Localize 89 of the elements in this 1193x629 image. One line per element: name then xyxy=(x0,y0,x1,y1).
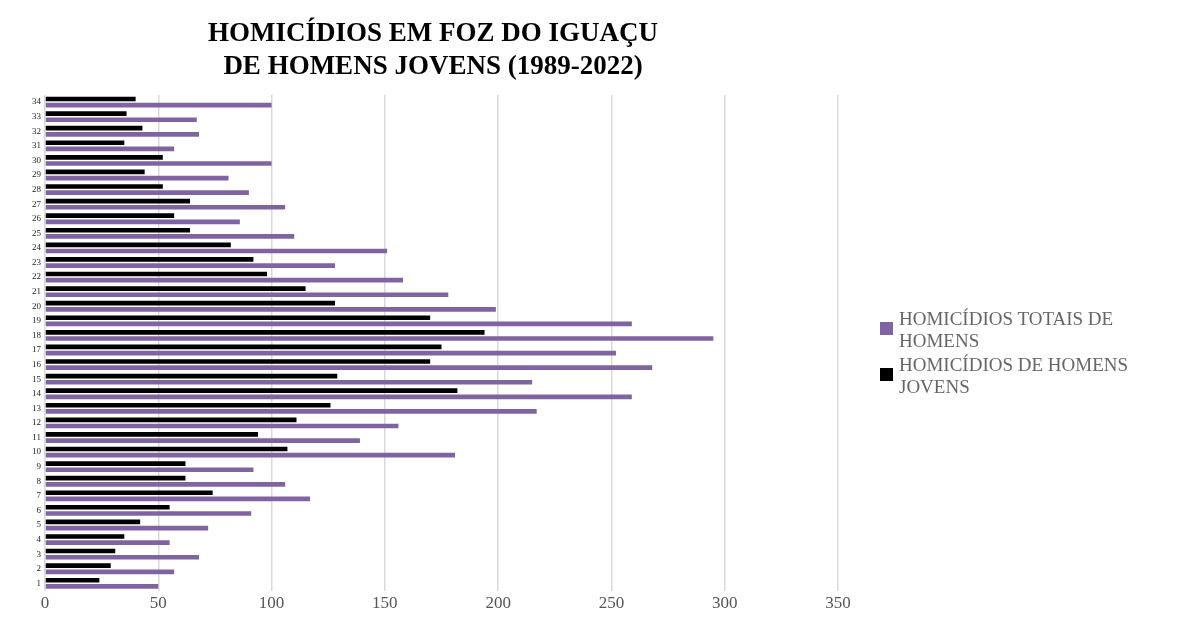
y-tick-label: 34 xyxy=(32,96,42,107)
y-tick-label: 19 xyxy=(32,315,42,326)
y-tick-label: 1 xyxy=(36,577,41,588)
bar xyxy=(45,277,403,283)
bar xyxy=(45,534,125,539)
y-tick-label: 10 xyxy=(32,446,42,457)
x-tick-label: 150 xyxy=(372,593,398,613)
bar xyxy=(45,577,100,583)
bar xyxy=(45,292,449,298)
y-tick-label: 32 xyxy=(32,125,41,136)
bar xyxy=(45,504,170,510)
bar xyxy=(45,234,295,239)
bar xyxy=(45,204,286,210)
bar xyxy=(45,161,272,166)
y-tick-label: 8 xyxy=(36,475,42,486)
bar xyxy=(45,388,458,393)
bar xyxy=(45,511,252,516)
bar xyxy=(45,467,254,473)
bar xyxy=(45,227,191,233)
chart-title: HOMICÍDIOS EM FOZ DO IGUAÇU DE HOMENS JOVENS (1989-2022) xyxy=(207,17,659,80)
y-tick-label: 22 xyxy=(32,271,41,282)
y-tick-label: 29 xyxy=(32,169,42,180)
bar xyxy=(45,286,306,291)
y-tick-label: 4 xyxy=(36,533,42,544)
y-tick-label: 17 xyxy=(32,344,42,355)
x-tick-label: 0 xyxy=(40,593,50,613)
bar xyxy=(45,117,197,123)
bar xyxy=(45,432,258,437)
y-tick-label: 15 xyxy=(32,373,42,384)
y-tick-label: 27 xyxy=(32,198,42,209)
y-tick-label: 3 xyxy=(36,548,42,559)
bar xyxy=(45,315,431,321)
y-tick-label: 23 xyxy=(32,256,42,267)
y-tick-label: 2 xyxy=(36,563,41,574)
bar xyxy=(45,482,286,487)
y-tick-label: 12 xyxy=(32,417,41,428)
bar xyxy=(45,402,331,408)
y-tick-label: 25 xyxy=(32,227,42,238)
bar xyxy=(45,111,127,116)
y-tick-label: 5 xyxy=(36,519,42,530)
y-tick-label: 18 xyxy=(32,329,42,340)
y-tick-label: 11 xyxy=(32,431,41,442)
bar xyxy=(45,554,200,560)
y-tick-label: 9 xyxy=(36,461,42,472)
y-tick-label: 26 xyxy=(32,213,42,224)
y-tick-label: 13 xyxy=(32,402,42,413)
y-tick-label: 30 xyxy=(32,154,42,165)
bar xyxy=(45,563,111,568)
y-tick-label: 28 xyxy=(32,183,42,194)
bar xyxy=(45,490,213,496)
y-tick-label: 14 xyxy=(32,388,42,399)
bar xyxy=(45,257,254,262)
bar xyxy=(45,263,336,268)
bar xyxy=(45,438,360,443)
bar xyxy=(45,379,533,385)
y-tick-label: 7 xyxy=(36,490,42,501)
y-tick-label: 33 xyxy=(32,111,42,122)
y-tick-label: 20 xyxy=(32,300,42,311)
bar xyxy=(45,417,297,423)
bar xyxy=(45,155,163,160)
y-tick-label: 21 xyxy=(32,286,41,297)
bar xyxy=(45,329,485,335)
x-tick-label: 200 xyxy=(485,593,511,613)
bar xyxy=(45,584,159,589)
bar xyxy=(45,190,249,196)
legend-label: HOMICÍDIOS TOTAIS DE HOMENS xyxy=(899,308,1115,352)
x-tick-label: 100 xyxy=(258,593,285,613)
y-tick-label: 6 xyxy=(36,504,42,515)
bar xyxy=(45,242,231,248)
bar xyxy=(45,184,163,189)
legend-label: HOMICÍDIOS DE HOMENS JOVENS xyxy=(899,354,1130,398)
bar xyxy=(45,132,200,137)
bar xyxy=(45,461,186,466)
y-tick-label: 16 xyxy=(32,358,42,369)
x-tick-label: 350 xyxy=(825,593,851,613)
bar xyxy=(45,336,714,341)
bar xyxy=(45,102,272,108)
x-tick-label: 50 xyxy=(149,593,167,613)
x-tick-label: 300 xyxy=(711,593,738,613)
x-tick-label: 250 xyxy=(598,593,625,613)
bar xyxy=(45,365,653,370)
bar xyxy=(45,540,170,545)
bar xyxy=(45,140,125,146)
bar xyxy=(45,213,175,218)
bar xyxy=(45,359,431,364)
bar xyxy=(45,307,496,312)
y-tick-label: 31 xyxy=(32,140,41,151)
y-tick-label: 24 xyxy=(32,242,42,253)
bar xyxy=(45,409,537,414)
